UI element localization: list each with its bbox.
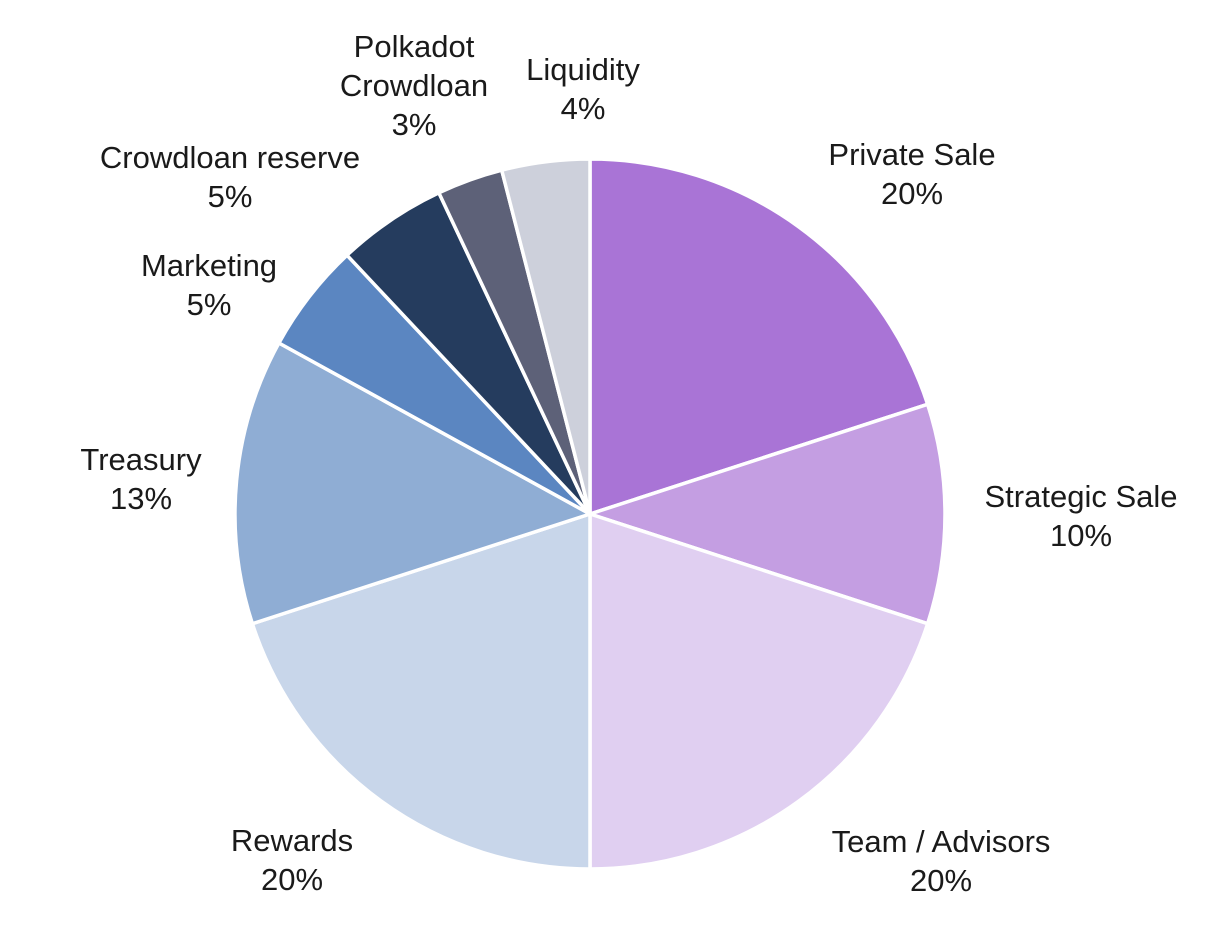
pie-slice-private-sale	[588, 157, 930, 516]
slice-name-label: Team / Advisors	[832, 824, 1051, 859]
slice-label-strategic-sale: Strategic Sale 10%	[985, 479, 1178, 553]
slice-name-label: Crowdloan reserve	[100, 140, 360, 175]
slice-label-treasury: Treasury 13%	[80, 442, 202, 516]
slice-name-label: Crowdloan	[340, 68, 488, 103]
slice-name-label: Liquidity	[526, 52, 640, 87]
pie-slice-strategic-sale	[588, 402, 947, 626]
slice-value-label: 20%	[881, 176, 943, 211]
slice-value-label: 4%	[561, 91, 606, 126]
pie-slice-treasury	[233, 341, 592, 626]
slice-label-rewards: Rewards 20%	[231, 823, 353, 897]
pie-slices	[233, 157, 947, 871]
slice-value-label: 5%	[208, 179, 253, 214]
pie-slice-team-advisors	[588, 512, 930, 871]
slice-name-label: Rewards	[231, 823, 353, 858]
slice-value-label: 13%	[110, 481, 172, 516]
slice-name-label: Strategic Sale	[985, 479, 1178, 514]
slice-label-polkadot-crowdloan: Polkadot Crowdloan 3%	[340, 29, 488, 142]
slice-label-team-advisors: Team / Advisors 20%	[832, 824, 1051, 898]
slice-name-label: Polkadot	[354, 29, 475, 64]
slice-value-label: 5%	[187, 287, 232, 322]
pie-slice-liquidity	[499, 157, 592, 516]
slice-value-label: 3%	[392, 107, 437, 142]
slice-label-private-sale: Private Sale 20%	[828, 137, 995, 211]
slice-label-crowdloan-reserve: Crowdloan reserve 5%	[100, 140, 360, 214]
slice-value-label: 10%	[1050, 518, 1112, 553]
slice-name-label: Private Sale	[828, 137, 995, 172]
pie-labels: Private Sale 20% Strategic Sale 10% Team / A…	[80, 29, 1177, 898]
slice-value-label: 20%	[261, 862, 323, 897]
pie-slice-rewards	[250, 512, 592, 871]
slice-value-label: 20%	[910, 863, 972, 898]
slice-name-label: Treasury	[80, 442, 202, 477]
slice-name-label: Marketing	[141, 248, 277, 283]
slice-label-liquidity: Liquidity 4%	[526, 52, 640, 126]
slice-label-marketing: Marketing 5%	[141, 248, 277, 322]
